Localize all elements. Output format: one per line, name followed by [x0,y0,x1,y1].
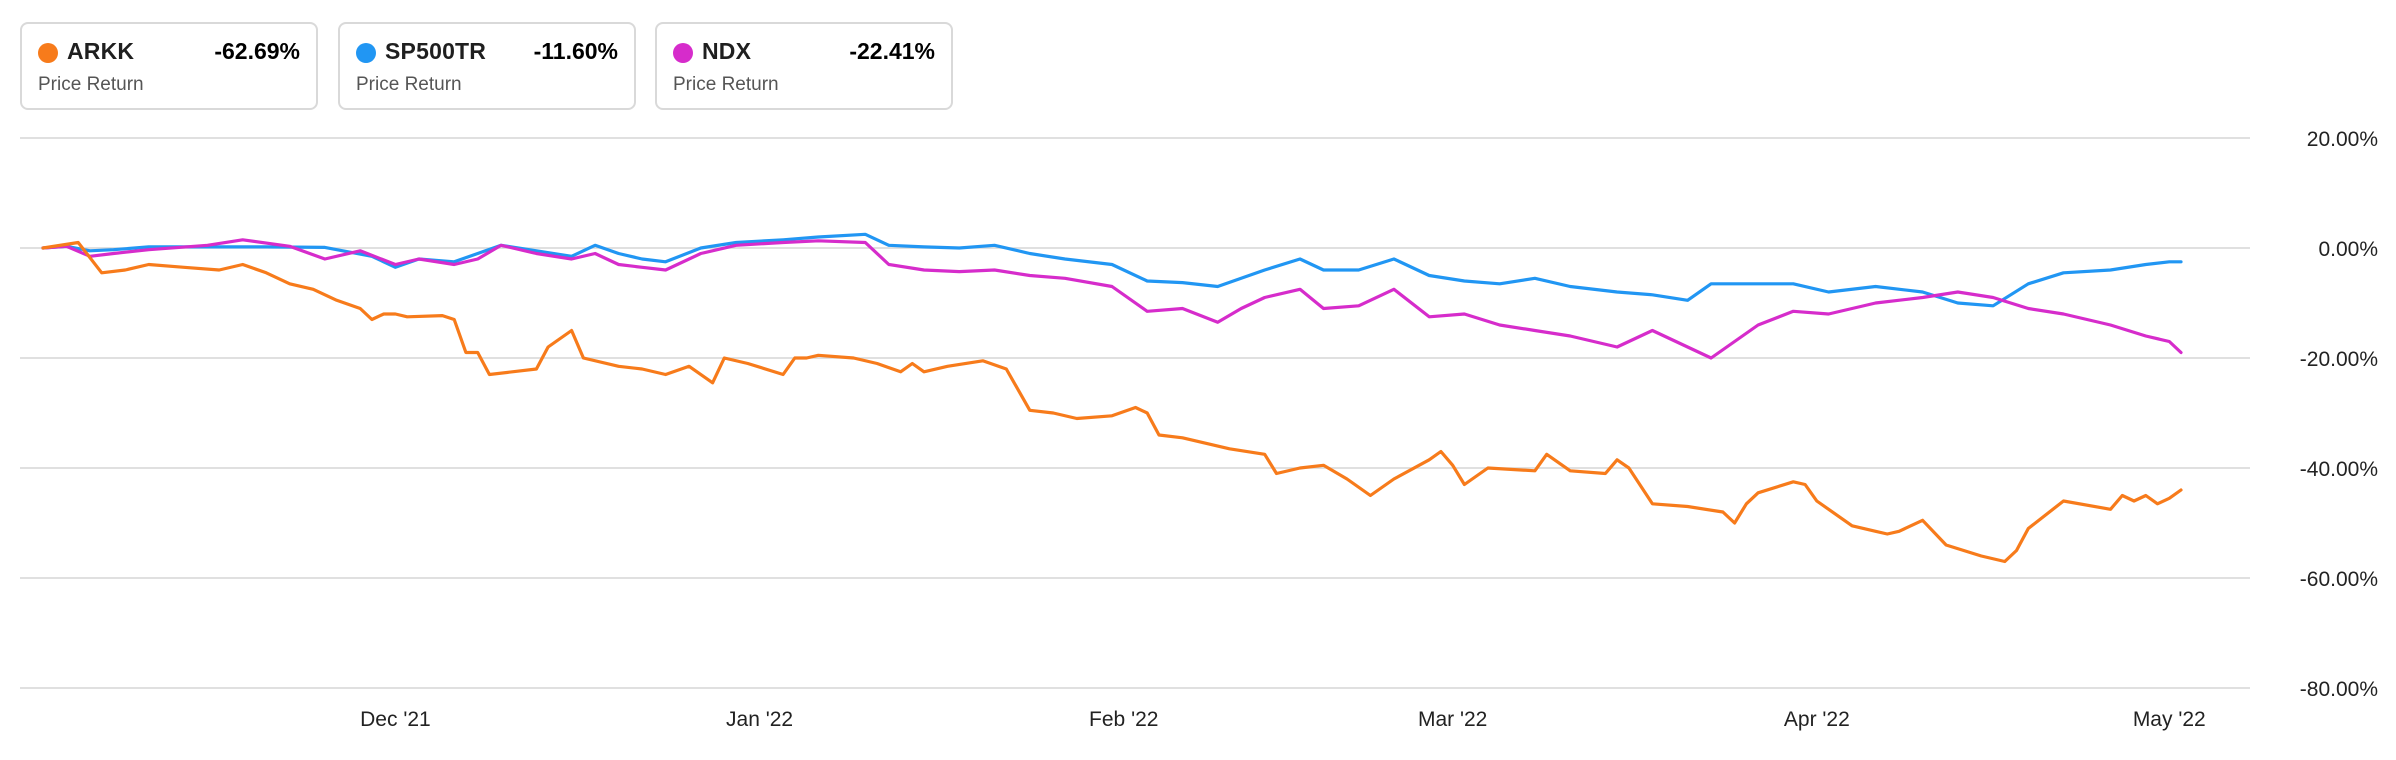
y-tick-label: -60.00% [2300,568,2378,591]
x-tick-label: May '22 [2133,708,2206,731]
legend-card-sp500tr[interactable]: SP500TR -11.60% Price Return [338,22,636,110]
x-tick-label: Apr '22 [1784,708,1850,731]
legend-symbol: NDX [702,38,752,64]
legend-card-ndx[interactable]: NDX -22.41% Price Return [655,22,953,110]
x-tick-label: Mar '22 [1418,708,1487,731]
y-tick-label: -20.00% [2300,348,2378,371]
series-dot-icon [38,43,58,63]
series-dot-icon [673,43,693,63]
legend-subtitle: Price Return [673,74,779,95]
legend-symbol: SP500TR [385,38,487,64]
x-tick-label: Jan '22 [726,708,793,731]
y-tick-label: -80.00% [2300,678,2378,701]
x-tick-label: Feb '22 [1089,708,1158,731]
legend-subtitle: Price Return [356,74,462,95]
legend-value: -11.60% [533,38,618,64]
series-line-ndx[interactable] [41,238,2183,360]
legend-value: -62.69% [214,38,300,64]
series-line-arkk[interactable] [41,240,2183,564]
y-tick-label: 0.00% [2318,238,2378,261]
legend-value: -22.41% [849,38,935,64]
legend-symbol: ARKK [67,38,135,64]
legend-subtitle: Price Return [38,74,144,95]
x-tick-label: Dec '21 [360,708,431,731]
series-dot-icon [356,43,376,63]
y-tick-label: -40.00% [2300,458,2378,481]
series-line-sp500tr[interactable] [41,232,2183,308]
legend-card-arkk[interactable]: ARKK -62.69% Price Return [20,22,318,110]
y-tick-label: 20.00% [2307,128,2378,151]
